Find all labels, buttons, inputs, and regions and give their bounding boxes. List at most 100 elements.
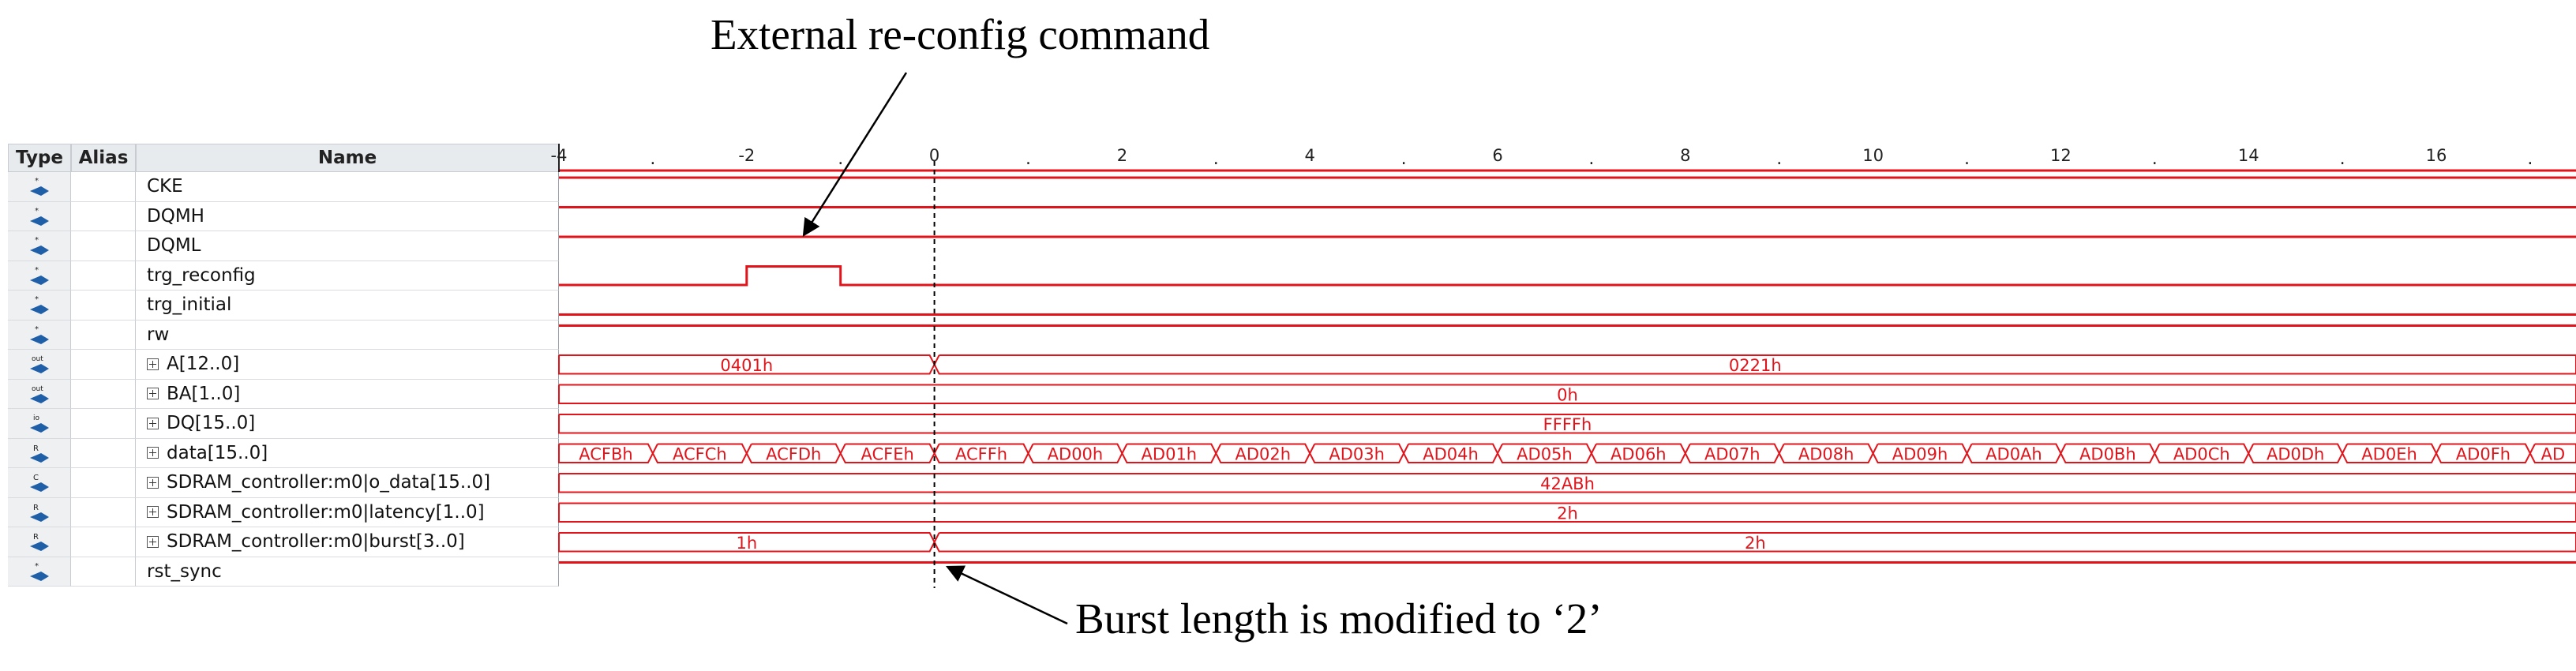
combinational-icon: C [8, 468, 71, 498]
waveform-table: Type Alias Name * CKE * DQMH * DQML * trg_recon… [8, 144, 2576, 588]
bus-value: AD02h [1235, 444, 1291, 463]
bus-segment [558, 414, 2576, 434]
minor-tick: . [1213, 149, 1219, 169]
waveform-data-15-0: ACFBh ACFCh ACFDh ACFEh ACFFh AD00h AD01h AD02h… [558, 443, 2576, 463]
expand-icon[interactable] [147, 506, 159, 519]
alias-cell[interactable] [71, 497, 136, 527]
signal-name: DQML [147, 235, 201, 257]
signal-name: rst_sync [147, 560, 222, 582]
time-tick-label: 6 [1492, 146, 1502, 165]
bus-segment [558, 384, 2576, 404]
bus-value: 42ABh [1540, 474, 1595, 493]
minor-tick: . [2152, 149, 2158, 169]
alias-cell[interactable] [71, 557, 136, 587]
signal-row-a-12-0[interactable]: A[12..0] [136, 350, 559, 380]
signal-row-cke[interactable]: CKE [136, 172, 559, 202]
bus-value: ACFFh [955, 444, 1007, 463]
input-pin-icon: * [8, 201, 71, 231]
bus-segment [1590, 443, 1686, 463]
expand-icon[interactable] [147, 417, 159, 429]
signal-row-ba-1-0[interactable]: BA[1..0] [136, 379, 559, 409]
input-pin-icon: * [8, 172, 71, 202]
time-tick-label: -2 [738, 146, 755, 165]
expand-icon[interactable] [147, 388, 159, 400]
alias-cell[interactable] [71, 291, 136, 321]
bus-value: ACFBh [579, 444, 632, 463]
alias-cell[interactable] [71, 320, 136, 350]
signal-row-rw[interactable]: rw [136, 320, 559, 350]
alias-cell[interactable] [71, 527, 136, 557]
waveform-sdram-controller-m0-latency-1-0: 2h [558, 502, 2576, 523]
bus-value: AD01h [1142, 444, 1198, 463]
expand-icon[interactable] [147, 447, 159, 459]
alias-cell[interactable] [71, 350, 136, 380]
bus-segment [1215, 443, 1311, 463]
bus-value: AD04h [1423, 444, 1479, 463]
alias-cell[interactable] [71, 409, 136, 439]
bus-segment [933, 532, 2576, 553]
column-header-alias[interactable]: Alias [71, 144, 136, 172]
signal-name: trg_reconfig [147, 264, 256, 286]
time-tick-label: -4 [551, 146, 568, 165]
signal-row-trg-initial[interactable]: trg_initial [136, 291, 559, 321]
bus-value: AD05h [1517, 444, 1573, 463]
input-pin-icon: * [8, 231, 71, 261]
minor-tick: . [2340, 149, 2345, 169]
expand-icon[interactable] [147, 358, 159, 370]
alias-cell[interactable] [71, 468, 136, 498]
bus-segment [1121, 443, 1217, 463]
waveform-sdram-controller-m0-burst-3-0: 1h 2h [558, 532, 2576, 553]
bus-segment [2341, 443, 2438, 463]
signal-name: SDRAM_controller:m0|burst[3..0] [167, 531, 465, 553]
bus-segment [2154, 443, 2250, 463]
signal-row-dqml[interactable]: DQML [136, 231, 559, 261]
signal-row-sdram-controller-m0-burst-3-0[interactable]: SDRAM_controller:m0|burst[3..0] [136, 527, 559, 557]
bus-value: 2h [1557, 504, 1578, 523]
minor-tick: . [650, 149, 655, 169]
expand-icon[interactable] [147, 476, 159, 489]
signal-row-dq-15-0[interactable]: DQ[15..0] [136, 409, 559, 439]
svg-text:*: * [35, 207, 39, 216]
svg-text:*: * [35, 266, 39, 275]
time-tick-label: 16 [2426, 146, 2447, 165]
signal-row-sdram-controller-m0-latency-1-0[interactable]: SDRAM_controller:m0|latency[1..0] [136, 497, 559, 527]
annotation-burst-length: Burst length is modified to ‘2’ [1075, 594, 1603, 643]
input-pin-icon: * [8, 557, 71, 587]
time-tick-label: 10 [1862, 146, 1884, 165]
minor-tick: . [838, 149, 843, 169]
signal-name: data[15..0] [167, 442, 268, 463]
waveform-panel[interactable]: .......... . -4 -2 0 2 4 6 8 10 12 14 16 0401h 0221h 0h… [8, 144, 2576, 588]
wave-pulse [559, 265, 2576, 287]
alias-cell[interactable] [71, 379, 136, 409]
signal-row-sdram-controller-m0-o-data-15-0[interactable]: SDRAM_controller:m0|o_data[15..0] [136, 468, 559, 498]
alias-cell[interactable] [71, 438, 136, 468]
signal-name: BA[1..0] [167, 383, 241, 404]
bus-value: AD0Dh [2267, 444, 2324, 463]
column-header-name[interactable]: Name [136, 144, 559, 172]
bidir-pin-icon: io [8, 409, 71, 439]
alias-cell[interactable] [71, 201, 136, 231]
bus-segment [1402, 443, 1499, 463]
minor-tick: . [1776, 149, 1782, 169]
expand-icon[interactable] [147, 535, 159, 548]
bus-segment [2248, 443, 2344, 463]
signal-row-dqmh[interactable]: DQMH [136, 201, 559, 231]
waveform-dq-15-0: FFFFh [558, 414, 2576, 434]
svg-text:R: R [33, 444, 39, 453]
bus-segment [558, 532, 936, 553]
minor-tick: . [1026, 149, 1031, 169]
input-pin-icon: * [8, 261, 71, 291]
signal-row-trg-reconfig[interactable]: trg_reconfig [136, 261, 559, 291]
output-pin-icon: out [8, 379, 71, 409]
svg-text:out: out [32, 355, 43, 363]
column-header-type[interactable]: Type [8, 144, 71, 172]
signal-name: rw [147, 324, 170, 345]
bus-segment [933, 443, 1029, 463]
time-tick-label: 12 [2050, 146, 2072, 165]
bus-segment [558, 443, 654, 463]
signal-row-rst-sync[interactable]: rst_sync [136, 557, 559, 587]
alias-cell[interactable] [71, 261, 136, 291]
alias-cell[interactable] [71, 231, 136, 261]
alias-cell[interactable] [71, 172, 136, 202]
svg-text:*: * [35, 325, 39, 334]
